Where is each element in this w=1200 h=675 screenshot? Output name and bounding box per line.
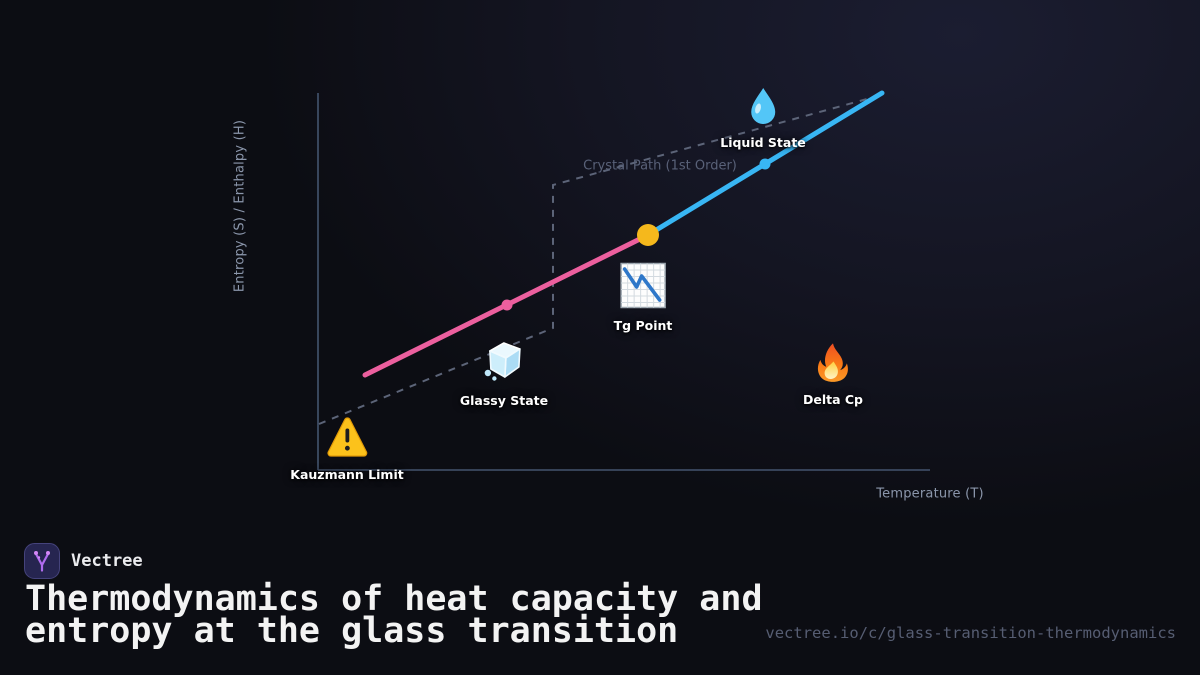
- page-title: Thermodynamics of heat capacity and entr…: [25, 579, 763, 651]
- warning-icon: [325, 414, 369, 458]
- entropy-temperature-plot: [317, 90, 930, 471]
- node-kauzmann-limit: Kauzmann Limit: [290, 414, 404, 482]
- water-drop-icon: [743, 86, 783, 126]
- node-label: Delta Cp: [802, 392, 864, 407]
- page-url: vectree.io/c/glass-transition-thermodyna…: [765, 624, 1176, 642]
- liquid-point-marker: [759, 158, 771, 170]
- brand-row: Vectree: [24, 543, 143, 579]
- node-label: Glassy State: [459, 393, 549, 408]
- chart-decreasing-icon: [619, 262, 666, 309]
- crystal-path-label: Crystal Path (1st Order): [583, 158, 737, 174]
- x-axis-label: Temperature (T): [876, 486, 984, 502]
- node-label: Liquid State: [720, 135, 806, 150]
- y-axis-label: Entropy (S) / Enthalpy (H): [232, 119, 248, 293]
- node-delta-cp: Delta Cp: [803, 341, 863, 407]
- node-liquid-state: Liquid State: [720, 86, 806, 150]
- node-glassy-state: Glassy State: [460, 338, 548, 408]
- fire-icon: [812, 341, 854, 383]
- ice-cube-icon: [481, 338, 527, 384]
- node-tg-point: Tg Point: [613, 262, 673, 333]
- brand-name: Vectree: [71, 551, 143, 571]
- node-label: Tg Point: [613, 318, 673, 333]
- tg-point-marker: [637, 224, 659, 246]
- crystal-path-dashed-line: [318, 95, 879, 425]
- glassy-point-marker: [501, 299, 513, 311]
- vectree-logo-icon: [24, 543, 60, 579]
- node-label: Kauzmann Limit: [290, 467, 404, 482]
